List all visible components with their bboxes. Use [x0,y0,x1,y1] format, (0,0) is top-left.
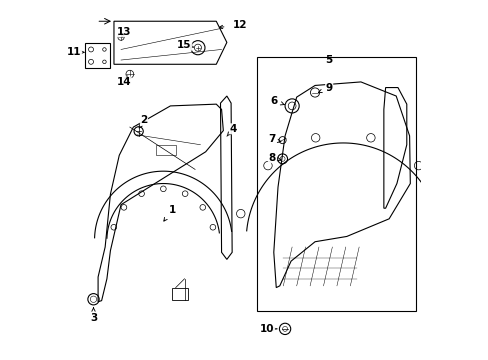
Text: 2: 2 [140,115,147,125]
Text: 3: 3 [90,313,97,323]
Text: 6: 6 [269,96,277,105]
Text: 7: 7 [268,134,275,144]
Text: 4: 4 [229,124,236,134]
Bar [156,145,175,155]
Text: 13: 13 [116,27,131,37]
Text: 10: 10 [260,324,274,334]
Text: 12: 12 [233,21,247,31]
Text: 9: 9 [325,83,332,93]
Bar [256,57,415,311]
Text: 8: 8 [268,153,275,163]
Text: 11: 11 [67,47,81,57]
Text: 15: 15 [177,40,191,50]
Text: 5: 5 [325,55,332,65]
Text: 1: 1 [168,205,176,215]
Text: 14: 14 [116,77,131,87]
